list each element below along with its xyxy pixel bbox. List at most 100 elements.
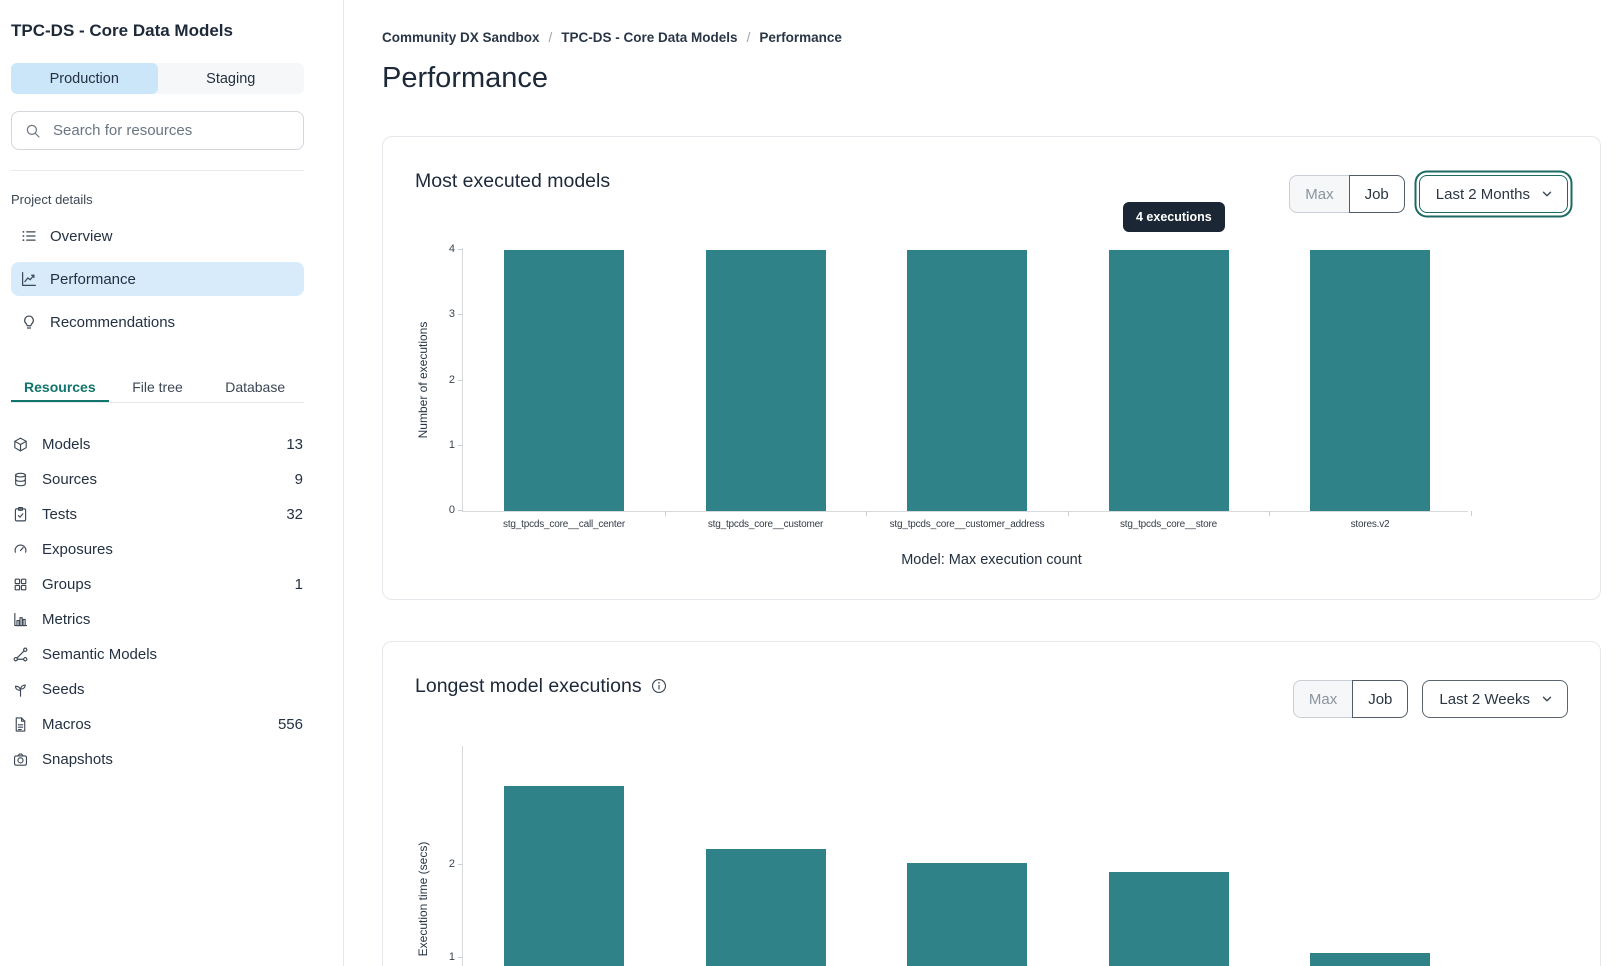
bar-1[interactable]	[705, 250, 826, 511]
resource-count: 13	[286, 436, 303, 453]
y-tick-mark	[458, 379, 463, 381]
card-title: Most executed models	[415, 170, 611, 192]
resource-label: Snapshots	[42, 751, 113, 768]
sidebar-item-models[interactable]: Models 13	[11, 427, 304, 462]
bar-0[interactable]	[504, 786, 624, 966]
resource-label: Metrics	[42, 611, 91, 628]
chevron-down-icon	[1540, 187, 1554, 201]
resource-label: Exposures	[42, 541, 113, 558]
most-executed-models-chart: Number of executions 0 1 2 3 4 stg_tpcds_core…	[415, 243, 1568, 568]
resource-label: Seeds	[42, 681, 85, 698]
x-tick-mark	[665, 511, 666, 516]
resource-count: 9	[294, 471, 303, 488]
resource-label: Macros	[42, 716, 92, 733]
chart-plot: Execution time (secs) 1 2	[416, 746, 1468, 966]
chart-line-icon	[20, 270, 38, 288]
x-category-label: stg_tpcds_core__call_center	[503, 519, 625, 530]
x-tick-mark	[866, 511, 867, 516]
bar-3[interactable]	[1108, 250, 1229, 511]
env-staging-button[interactable]: Staging	[206, 70, 256, 87]
sidebar-item-overview[interactable]: Overview	[11, 219, 304, 253]
y-tick-mark	[458, 314, 463, 316]
bar-1[interactable]	[705, 849, 826, 966]
sidebar-item-tests[interactable]: Tests 32	[11, 497, 304, 532]
x-category-label: stg_tpcds_core__store	[1120, 519, 1217, 530]
y-axis-label: Execution time (secs)	[416, 841, 430, 956]
sidebar: TPC-DS - Core Data Models Production Sta…	[0, 0, 344, 966]
resource-label: Sources	[42, 471, 98, 488]
y-tick-mark	[458, 444, 463, 446]
max-button[interactable]: Max	[1292, 680, 1354, 718]
bar-2[interactable]	[907, 250, 1027, 511]
card-controls: Max Job Last 2 Months	[1289, 175, 1568, 213]
tab-resources[interactable]: Resources	[11, 372, 109, 402]
y-tick-mark	[458, 957, 463, 958]
sidebar-item-macros[interactable]: Macros 556	[11, 707, 304, 742]
sidebar-item-recommendations[interactable]: Recommendations	[11, 305, 304, 339]
info-icon[interactable]	[650, 677, 668, 695]
sidebar-item-seeds[interactable]: Seeds	[11, 672, 304, 707]
card-controls: Max Job Last 2 Weeks	[1292, 680, 1568, 718]
job-button[interactable]: Job	[1352, 680, 1409, 718]
sidebar-item-snapshots[interactable]: Snapshots	[11, 742, 304, 777]
camera-icon	[12, 751, 29, 768]
resource-count: 32	[286, 506, 303, 523]
x-tick-mark	[1269, 511, 1270, 516]
resource-label: Tests	[42, 506, 78, 523]
project-details-nav: Overview Performance Recommendations	[11, 219, 304, 339]
lightbulb-icon	[20, 313, 38, 331]
max-button[interactable]: Max	[1289, 175, 1350, 213]
sidebar-item-metrics[interactable]: Metrics	[11, 602, 304, 637]
clipboard-check-icon	[12, 506, 29, 523]
sidebar-item-exposures[interactable]: Exposures	[11, 532, 304, 567]
breadcrumb-link-project[interactable]: TPC-DS - Core Data Models	[561, 30, 738, 45]
chart-plot: Number of executions 0 1 2 3 4 stg_tpcds_core…	[416, 243, 1472, 530]
chevron-down-icon	[1540, 692, 1554, 706]
most-executed-models-card: Most executed models Max Job Last 2 Mont…	[382, 136, 1601, 600]
sidebar-item-sources[interactable]: Sources 9	[11, 462, 304, 497]
resource-count: 556	[277, 716, 303, 733]
y-tick-mark	[458, 249, 463, 250]
search-input[interactable]	[51, 121, 291, 140]
max-job-toggle: Max Job	[1289, 175, 1405, 213]
breadcrumb-separator: /	[548, 30, 553, 45]
search-box[interactable]	[11, 111, 304, 150]
breadcrumb: Community DX Sandbox / TPC-DS - Core Dat…	[382, 30, 1602, 45]
max-job-toggle: Max Job	[1292, 680, 1409, 718]
y-tick-label: 2	[448, 858, 455, 870]
resource-count: 1	[294, 576, 303, 593]
env-production-button[interactable]: Production	[11, 63, 158, 94]
bar-4[interactable]	[1310, 953, 1430, 966]
bar-2[interactable]	[907, 863, 1027, 966]
breadcrumb-current: Performance	[759, 30, 842, 45]
longest-model-executions-card: Longest model executions Max Job Last 2 …	[382, 641, 1601, 966]
y-tick-label: 1	[448, 951, 455, 963]
breadcrumb-separator: /	[746, 30, 751, 45]
tab-database[interactable]: Database	[225, 379, 286, 395]
x-category-label: stg_tpcds_core__customer	[707, 519, 824, 530]
resource-list: Models 13 Sources 9 Tests 32 Exposures G…	[11, 427, 304, 777]
sidebar-divider	[11, 170, 304, 171]
sidebar-item-semantic-models[interactable]: Semantic Models	[11, 637, 304, 672]
card-title: Longest model executions	[415, 674, 668, 698]
time-range-dropdown[interactable]: Last 2 Months	[1418, 175, 1568, 213]
file-text-icon	[12, 716, 29, 733]
job-button[interactable]: Job	[1348, 175, 1405, 213]
bar-4[interactable]	[1310, 250, 1430, 511]
search-icon	[24, 122, 42, 140]
y-tick-label: 4	[448, 243, 455, 255]
breadcrumb-link-account[interactable]: Community DX Sandbox	[382, 30, 540, 45]
sidebar-item-performance[interactable]: Performance	[11, 262, 304, 296]
bar-3[interactable]	[1108, 872, 1229, 966]
main-content: Community DX Sandbox / TPC-DS - Core Dat…	[344, 0, 1621, 966]
y-tick-label: 0	[448, 504, 455, 516]
bar-0[interactable]	[504, 250, 624, 511]
time-range-dropdown[interactable]: Last 2 Weeks	[1422, 680, 1568, 718]
cube-icon	[12, 436, 29, 453]
sidebar-tabs: Resources File tree Database	[11, 372, 304, 403]
x-category-label: stores.v2	[1350, 519, 1390, 530]
sidebar-item-groups[interactable]: Groups 1	[11, 567, 304, 602]
sidebar-item-label: Recommendations	[50, 313, 176, 331]
tab-file-tree[interactable]: File tree	[132, 379, 183, 395]
